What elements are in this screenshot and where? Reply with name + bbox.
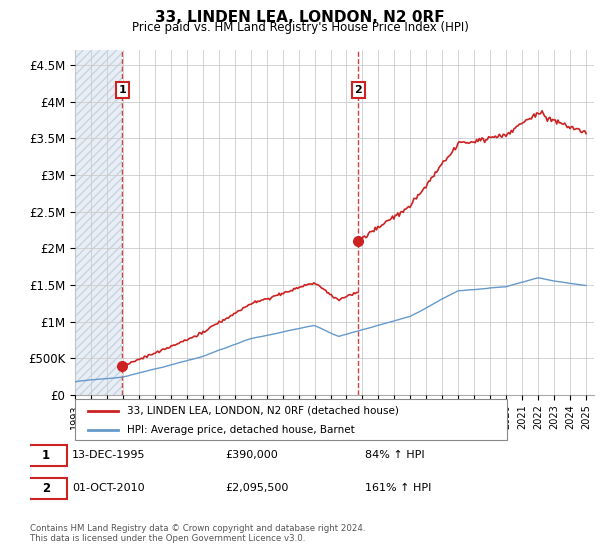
- Text: 13-DEC-1995: 13-DEC-1995: [72, 450, 145, 460]
- Text: HPI: Average price, detached house, Barnet: HPI: Average price, detached house, Barn…: [127, 424, 355, 435]
- Text: Contains HM Land Registry data © Crown copyright and database right 2024.
This d: Contains HM Land Registry data © Crown c…: [30, 524, 365, 543]
- Text: 2: 2: [42, 482, 50, 495]
- Text: 1: 1: [42, 449, 50, 462]
- Text: 1: 1: [118, 85, 126, 95]
- Text: £2,095,500: £2,095,500: [226, 483, 289, 493]
- Bar: [75, 50, 122, 395]
- Text: £390,000: £390,000: [226, 450, 278, 460]
- Text: 33, LINDEN LEA, LONDON, N2 0RF (detached house): 33, LINDEN LEA, LONDON, N2 0RF (detached…: [127, 405, 399, 416]
- Text: 161% ↑ HPI: 161% ↑ HPI: [365, 483, 431, 493]
- Text: 33, LINDEN LEA, LONDON, N2 0RF: 33, LINDEN LEA, LONDON, N2 0RF: [155, 10, 445, 25]
- Text: 84% ↑ HPI: 84% ↑ HPI: [365, 450, 424, 460]
- Text: 01-OCT-2010: 01-OCT-2010: [72, 483, 145, 493]
- FancyBboxPatch shape: [25, 445, 67, 466]
- Text: 2: 2: [355, 85, 362, 95]
- FancyBboxPatch shape: [25, 478, 67, 499]
- Text: Price paid vs. HM Land Registry's House Price Index (HPI): Price paid vs. HM Land Registry's House …: [131, 21, 469, 34]
- FancyBboxPatch shape: [75, 399, 507, 440]
